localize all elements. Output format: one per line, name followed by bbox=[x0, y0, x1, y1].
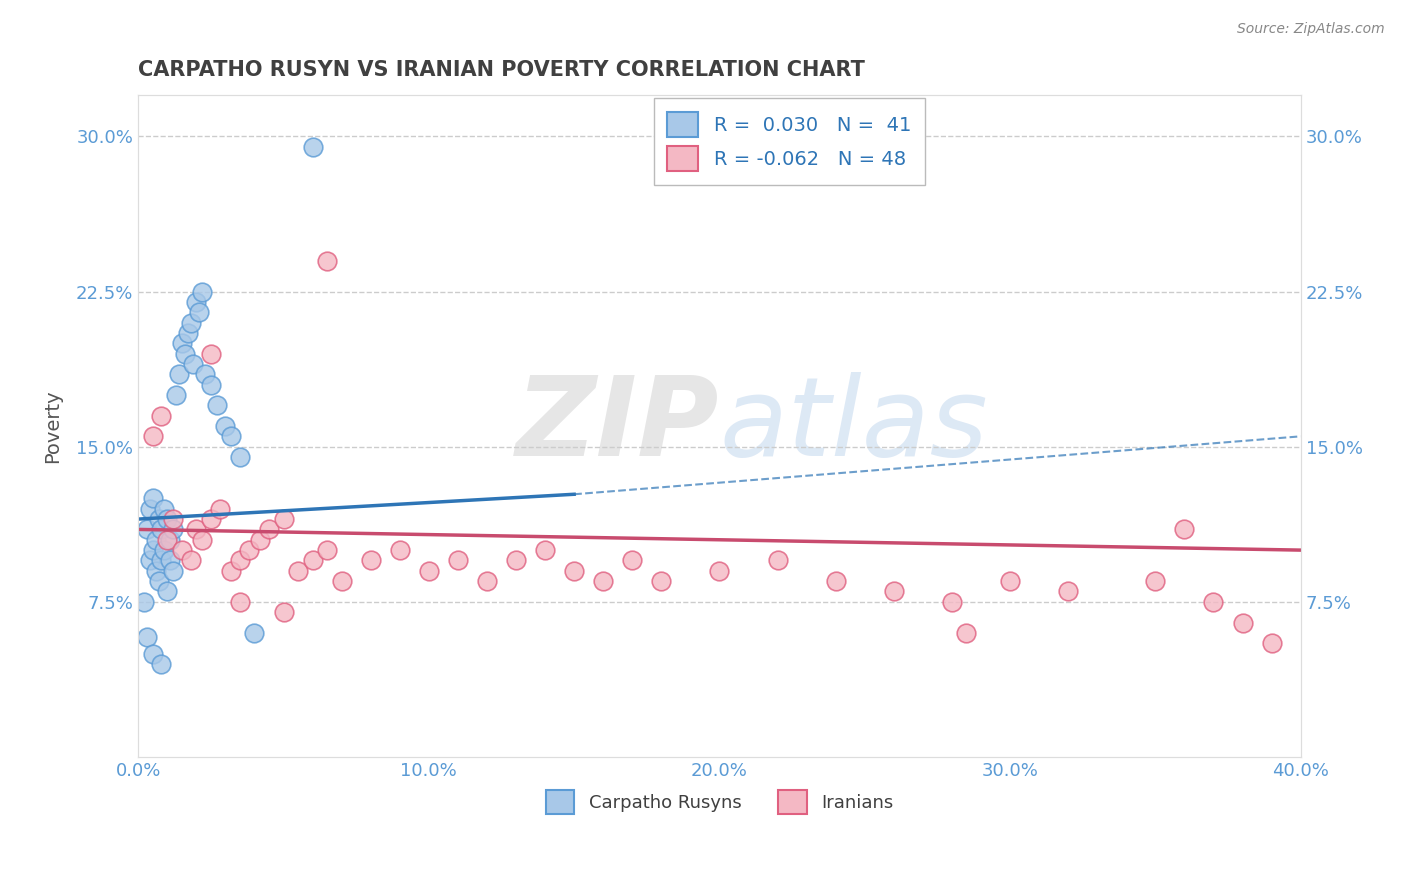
Point bbox=[330, 574, 353, 588]
Point bbox=[824, 574, 846, 588]
Point bbox=[156, 512, 179, 526]
Point bbox=[200, 377, 222, 392]
Point bbox=[132, 595, 155, 609]
Point bbox=[191, 285, 214, 299]
Point bbox=[191, 533, 214, 547]
Point bbox=[153, 543, 176, 558]
Point bbox=[273, 605, 295, 619]
Point bbox=[287, 564, 309, 578]
Point bbox=[142, 543, 165, 558]
Point bbox=[998, 574, 1021, 588]
Point bbox=[1232, 615, 1254, 630]
Point bbox=[150, 657, 173, 671]
Point bbox=[170, 543, 193, 558]
Point bbox=[159, 533, 181, 547]
Point bbox=[360, 553, 382, 567]
Point bbox=[148, 512, 170, 526]
Point bbox=[243, 625, 266, 640]
Point bbox=[388, 543, 411, 558]
Point bbox=[534, 543, 557, 558]
Point bbox=[1202, 595, 1225, 609]
Point bbox=[162, 523, 184, 537]
Point bbox=[505, 553, 527, 567]
Point bbox=[150, 523, 173, 537]
Point bbox=[136, 523, 159, 537]
Y-axis label: Poverty: Poverty bbox=[44, 389, 62, 463]
Point bbox=[150, 553, 173, 567]
Point bbox=[176, 326, 198, 340]
Text: CARPATHO RUSYN VS IRANIAN POVERTY CORRELATION CHART: CARPATHO RUSYN VS IRANIAN POVERTY CORREL… bbox=[138, 60, 865, 79]
Point bbox=[142, 491, 165, 506]
Point bbox=[142, 429, 165, 443]
Point bbox=[142, 647, 165, 661]
Point bbox=[150, 409, 173, 423]
Point bbox=[186, 523, 208, 537]
Text: atlas: atlas bbox=[720, 373, 988, 480]
Point bbox=[156, 584, 179, 599]
Point bbox=[180, 316, 202, 330]
Point bbox=[955, 625, 977, 640]
Point bbox=[162, 512, 184, 526]
Point bbox=[621, 553, 644, 567]
Point bbox=[257, 523, 280, 537]
Point bbox=[1260, 636, 1282, 650]
Point bbox=[249, 533, 271, 547]
Point bbox=[229, 595, 252, 609]
Point bbox=[148, 574, 170, 588]
Point bbox=[180, 553, 202, 567]
Point bbox=[650, 574, 672, 588]
Point bbox=[316, 253, 339, 268]
Point bbox=[883, 584, 905, 599]
Point bbox=[205, 398, 228, 412]
Point bbox=[273, 512, 295, 526]
Point bbox=[592, 574, 614, 588]
Point bbox=[1173, 523, 1195, 537]
Point bbox=[229, 553, 252, 567]
Point bbox=[188, 305, 211, 319]
Point bbox=[301, 553, 323, 567]
Point bbox=[301, 140, 323, 154]
Point bbox=[170, 336, 193, 351]
Point bbox=[709, 564, 731, 578]
Point bbox=[139, 501, 162, 516]
Text: Source: ZipAtlas.com: Source: ZipAtlas.com bbox=[1237, 22, 1385, 37]
Point bbox=[229, 450, 252, 464]
Legend: Carpatho Rusyns, Iranians: Carpatho Rusyns, Iranians bbox=[538, 783, 901, 821]
Point bbox=[1057, 584, 1080, 599]
Point bbox=[186, 294, 208, 309]
Point bbox=[447, 553, 470, 567]
Point bbox=[167, 368, 190, 382]
Point bbox=[136, 630, 159, 644]
Point bbox=[139, 553, 162, 567]
Point bbox=[145, 564, 167, 578]
Point bbox=[162, 564, 184, 578]
Point bbox=[475, 574, 498, 588]
Point bbox=[219, 564, 242, 578]
Point bbox=[219, 429, 242, 443]
Point bbox=[316, 543, 339, 558]
Point bbox=[153, 501, 176, 516]
Point bbox=[194, 368, 217, 382]
Point bbox=[418, 564, 440, 578]
Point bbox=[200, 512, 222, 526]
Point bbox=[145, 533, 167, 547]
Point bbox=[159, 553, 181, 567]
Point bbox=[208, 501, 231, 516]
Point bbox=[1144, 574, 1167, 588]
Point bbox=[766, 553, 789, 567]
Point bbox=[173, 346, 195, 360]
Point bbox=[200, 346, 222, 360]
Point bbox=[562, 564, 585, 578]
Point bbox=[156, 533, 179, 547]
Point bbox=[165, 388, 187, 402]
Text: ZIP: ZIP bbox=[516, 373, 720, 480]
Point bbox=[214, 419, 236, 434]
Point bbox=[238, 543, 260, 558]
Point bbox=[941, 595, 963, 609]
Point bbox=[183, 357, 205, 371]
